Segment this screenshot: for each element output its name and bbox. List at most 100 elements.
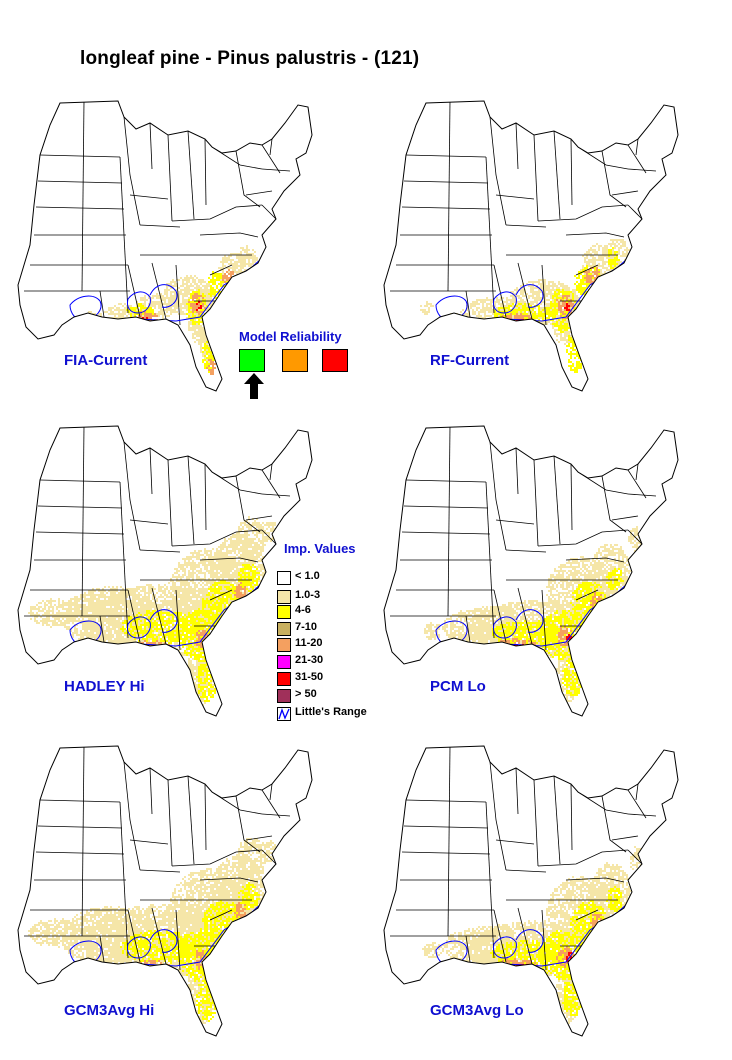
importance-pixel-tan: [476, 299, 478, 301]
importance-pixel-tan: [616, 261, 618, 263]
importance-pixel-tan: [528, 297, 530, 299]
importance-pixel-tan: [114, 305, 116, 307]
importance-pixel-tan: [162, 295, 164, 297]
importance-pixel-yellow: [560, 313, 562, 315]
importance-pixel-tan: [240, 281, 242, 283]
importance-pixel-yellow: [550, 303, 552, 305]
importance-pixel-tan: [604, 261, 606, 263]
importance-pixel-tan: [212, 329, 214, 331]
importance-pixel-yellow: [210, 341, 212, 343]
importance-pixel-tan: [552, 325, 554, 327]
importance-pixel-tan: [602, 247, 604, 249]
importance-pixel-tan: [600, 257, 602, 259]
importance-pixel-tan: [576, 337, 578, 339]
importance-pixel-tan: [578, 321, 580, 323]
importance-pixel-yellow: [204, 365, 206, 367]
importance-pixel-tan: [536, 293, 538, 295]
importance-pixel-tan: [592, 263, 594, 265]
importance-pixel-tan: [200, 333, 202, 335]
importance-pixel-tan: [472, 309, 474, 311]
importance-pixel-yellow: [212, 283, 214, 285]
importance-pixel-yellow: [190, 311, 192, 313]
importance-pixel-tan: [174, 293, 176, 295]
importance-pixel-tan: [200, 287, 202, 289]
importance-pixel-tan: [572, 317, 574, 319]
importance-pixel-tan: [208, 313, 210, 315]
importance-pixel-yellow: [556, 309, 558, 311]
importance-pixel-yellow: [140, 305, 142, 307]
importance-pixel-tan: [158, 305, 160, 307]
importance-pixel-yellow: [572, 317, 574, 319]
importance-pixel-yellow: [192, 321, 194, 323]
importance-pixel-tan: [580, 311, 582, 313]
importance-pixel-tan: [158, 303, 160, 305]
importance-pixel-yellow: [188, 309, 190, 311]
importance-pixel-tan: [576, 323, 578, 325]
importance-pixel-yellow: [192, 323, 194, 325]
importance-pixel-tan: [480, 319, 482, 321]
importance-pixel-yellow: [560, 329, 562, 331]
importance-pixel-tan: [578, 321, 580, 323]
importance-pixel-tan: [516, 287, 518, 289]
importance-pixel-tan: [154, 305, 156, 307]
importance-pixel-orange: [194, 307, 196, 309]
importance-pixel-orange: [142, 321, 144, 323]
importance-pixel-orange: [196, 311, 198, 313]
importance-pixel-tan: [240, 269, 242, 271]
importance-pixel-tan: [590, 247, 592, 249]
importance-pixel-tan: [420, 305, 422, 307]
importance-pixel-orange: [226, 277, 228, 279]
importance-pixel-tan: [172, 281, 174, 283]
importance-pixel-tan: [512, 299, 514, 301]
importance-pixel-tan: [584, 261, 586, 263]
importance-pixel-tan: [130, 305, 132, 307]
importance-pixel-tan: [234, 287, 236, 289]
importance-pixel-tan: [200, 289, 202, 291]
importance-pixel-yellow: [554, 309, 556, 311]
importance-pixel-red: [200, 305, 202, 307]
importance-pixel-tan: [124, 303, 126, 305]
importance-pixel-orange: [228, 277, 230, 279]
importance-pixel-tan: [192, 289, 194, 291]
importance-pixel-tan: [566, 285, 568, 287]
importance-pixel-tan: [210, 329, 212, 331]
importance-pixel-tan: [210, 319, 212, 321]
importance-pixel-tan: [592, 279, 594, 281]
importance-pixel-tan: [206, 283, 208, 285]
importance-pixel-tan: [122, 311, 124, 313]
importance-pixel-tan: [234, 291, 236, 293]
importance-pixel-tan: [206, 329, 208, 331]
importance-pixel-tan: [124, 309, 126, 311]
importance-pixel-tan: [92, 319, 94, 321]
importance-pixel-tan: [178, 291, 180, 293]
importance-pixel-tan: [610, 285, 612, 287]
importance-pixel-tan: [226, 257, 228, 259]
importance-pixel-tan: [584, 257, 586, 259]
importance-pixel-tan: [182, 301, 184, 303]
importance-pixel-tan: [570, 323, 572, 325]
importance-pixel-tan: [182, 313, 184, 315]
importance-pixel-tan: [118, 313, 120, 315]
importance-pixel-yellow: [212, 271, 214, 273]
importance-pixel-yellow: [204, 359, 206, 361]
importance-pixel-tan: [210, 333, 212, 335]
importance-pixel-tan: [186, 289, 188, 291]
importance-pixel-tan: [532, 289, 534, 291]
importance-pixel-tan: [228, 289, 230, 291]
importance-pixel-tan: [512, 295, 514, 297]
importance-pixel-yellow: [194, 311, 196, 313]
importance-pixel-tan: [178, 279, 180, 281]
importance-pixel-tan: [532, 297, 534, 299]
importance-pixel-tan: [530, 295, 532, 297]
importance-pixel-tan: [524, 301, 526, 303]
importance-pixel-orange: [192, 311, 194, 313]
importance-pixel-tan: [612, 239, 614, 241]
importance-pixel-tan: [206, 319, 208, 321]
importance-pixel-tan: [512, 301, 514, 303]
importance-pixel-yellow: [562, 293, 564, 295]
importance-pixel-tan: [590, 271, 592, 273]
importance-pixel-tan: [560, 319, 562, 321]
importance-pixel-yellow: [136, 319, 138, 321]
importance-pixel-tan: [210, 329, 212, 331]
importance-pixel-tan: [184, 301, 186, 303]
